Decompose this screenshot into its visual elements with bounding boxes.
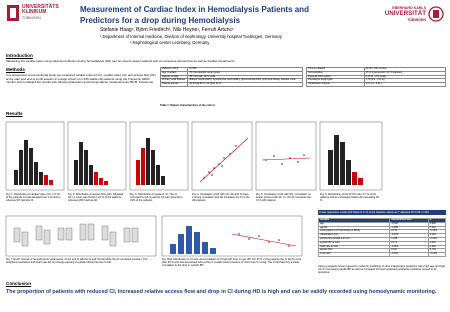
table-cell: CI at start <box>317 252 391 257</box>
table-row: CI at start -0.402 <0.001 <box>317 252 447 257</box>
figure-caption: Fig. 3: Distribution of systemic CI. The… <box>130 193 183 203</box>
logo-text: UNIVERSITÄT <box>384 10 426 17</box>
logo-text: TÜBINGEN <box>22 15 41 20</box>
figure-caption: Fig. 2: Distribution of access flow (AF)… <box>68 193 124 203</box>
logo-text: TÜBINGEN <box>407 18 426 22</box>
table-caption: Table 1: Patient characteristics of the … <box>160 104 215 107</box>
logo-text: KLINIKUM <box>22 9 47 16</box>
table-row: Ultrafiltration volume 2.0 (1.4 - 2.6) L <box>306 82 447 87</box>
affiliations: ¹ Department of Internal medicine, Divis… <box>100 34 282 46</box>
logo-left: UNIVERSITÄTS KLINIKUM TÜBINGEN <box>22 4 59 21</box>
affiliation: ² Nephrological center Leonberg, Germany <box>130 40 210 45</box>
figure-row <box>5 121 383 191</box>
table-cell: -0.402 <box>389 252 429 257</box>
logo-text: UNIVERSITÄTS <box>22 4 59 10</box>
table-note: Using a stepwise linear regression model… <box>318 265 446 275</box>
section-heading: Conclusion <box>6 281 32 286</box>
section-heading: Methods <box>6 67 25 72</box>
table-cell: <0.001 <box>427 252 447 257</box>
methods-text: In a prospective cross-sectional study w… <box>6 73 156 85</box>
table1-left: Patients n (f/m) N=155 Age (median) 70 (int… <box>159 67 303 87</box>
title-line: Measurement of Cardiac Index in Hemodial… <box>80 5 309 14</box>
table-row: Dialysis access AV fistula 86 %, AV graft… <box>159 82 303 87</box>
affiliation: ¹ Department of Internal medicine, Divis… <box>100 34 282 39</box>
conclusion-text: The proportion of patients with reduced … <box>6 289 437 295</box>
table-cell: 2.0 (1.4 - 2.6) L <box>363 82 447 87</box>
section-heading: Introduction <box>6 53 33 58</box>
figure-caption: Fig. 4: Correlation of AF with CO. AF an… <box>192 193 250 203</box>
logo-right: EBERHARD KARLS UNIVERSITÄT TÜBINGEN <box>368 5 426 23</box>
title-line: Predictors for a drop during Hemodialysi… <box>80 16 241 25</box>
section-heading: Results <box>6 111 23 116</box>
figure-caption: Fig. 5: Correlation of AF with SO. Corre… <box>256 193 311 203</box>
logo-emblem <box>7 5 19 21</box>
table-cell: Dialysis access <box>159 82 189 87</box>
authors: Stefanie Haag¹, Björn Friedrich², Nils H… <box>100 27 234 33</box>
table-row: Primary renal disease diabetic nephropath… <box>159 78 303 84</box>
figure-caption: Fig. 1: Distribution of cardiac index (C… <box>6 193 61 203</box>
table2: variable standardized beta p age -0.018 0.802… <box>317 218 447 257</box>
table-cell: Ultrafiltration volume <box>306 82 365 87</box>
logo-text: EBERHARD KARLS <box>392 6 426 10</box>
intro-text: Measuring the cardiac index using ultras… <box>6 59 236 63</box>
figure-caption: Fig. 9/10: Distribution of CI drop and c… <box>162 258 302 268</box>
table-title: Linear regression model with Delta CI in… <box>318 210 446 216</box>
figure-caption: Fig. 6: Distribution of the LFCO ratio. … <box>320 193 379 203</box>
figure-caption: Fig. 7 and 8: Course of hemodynamic para… <box>6 258 148 265</box>
figure-row <box>5 215 303 257</box>
title: Measurement of Cardiac Index in Hemodial… <box>80 4 370 26</box>
table-cell: AV fistula 86 %, AV graft 14 % <box>187 82 303 87</box>
logo-seal <box>428 6 444 22</box>
table1-right: Time on dialysis 40 (13 - 86) months Comor… <box>306 67 447 87</box>
